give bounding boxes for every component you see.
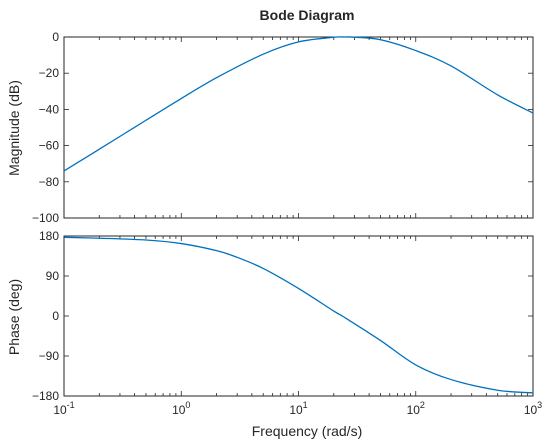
magnitude-y-tick-label: 0	[52, 30, 59, 44]
magnitude-y-tick-label: −40	[39, 102, 60, 116]
x-tick-label: 103	[524, 400, 542, 417]
chart-title: Bode Diagram	[260, 7, 355, 23]
phase-response-line	[63, 236, 534, 394]
phase-y-tick-label: 90	[46, 269, 60, 283]
phase-y-tick-label: 0	[52, 309, 59, 323]
magnitude-response-line	[63, 36, 534, 172]
magnitude-y-tick-label: −100	[32, 211, 59, 225]
x-tick-label: 102	[407, 400, 425, 417]
magnitude-axes-frame	[63, 36, 534, 219]
phase-y-axis-label: Phase (deg)	[6, 279, 22, 355]
magnitude-y-tick-label: −60	[39, 139, 60, 153]
x-tick-label: 100	[172, 400, 190, 417]
x-axis-label: Frequency (rad/s)	[252, 423, 362, 439]
magnitude-plot: 0 −20 −40 −60 −80 −100	[32, 30, 534, 225]
x-tick-label: 10-1	[53, 400, 74, 417]
magnitude-y-tick-label: −80	[39, 175, 60, 189]
phase-axes-frame	[63, 235, 534, 397]
phase-y-tick-label: −90	[39, 349, 60, 363]
phase-y-tick-label: 180	[39, 229, 59, 243]
magnitude-y-axis-label: Magnitude (dB)	[6, 80, 22, 176]
x-tick-label: 101	[289, 400, 307, 417]
phase-y-tick-label: −180	[32, 389, 59, 403]
phase-plot: 180 90 0 −90 −180	[32, 229, 534, 403]
magnitude-y-tick-label: −20	[39, 66, 60, 80]
